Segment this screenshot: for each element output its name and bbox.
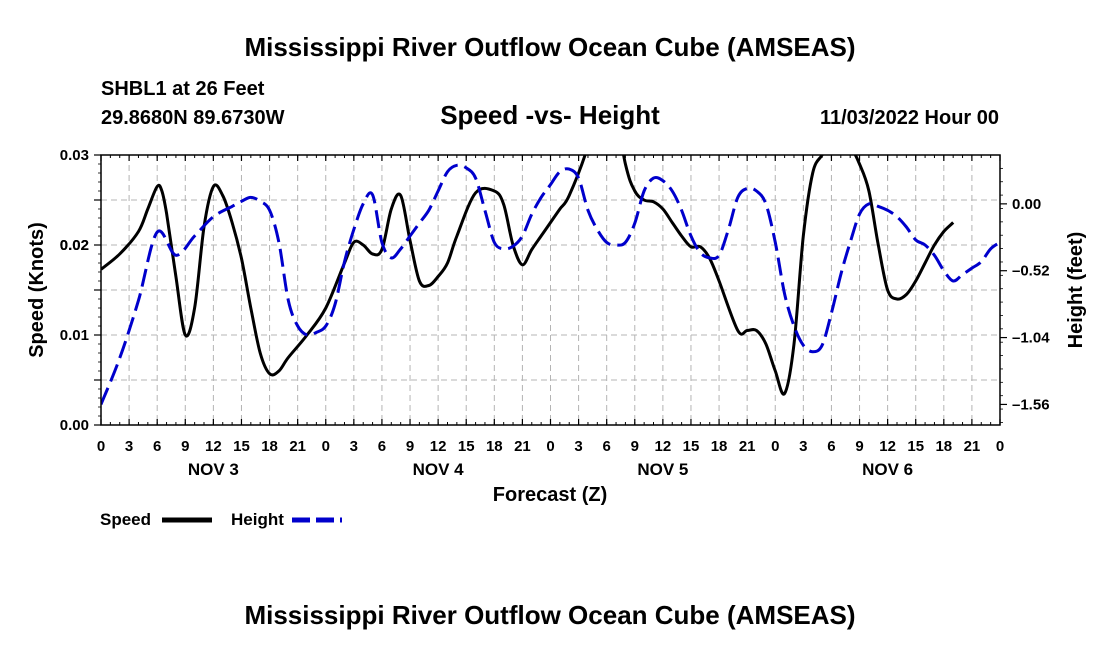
x-tick-label: 12 <box>655 438 672 455</box>
x-tick-label: 21 <box>964 438 981 455</box>
station-label: SHBL1 at 26 Feet <box>101 78 265 100</box>
x-tick-label: 9 <box>406 438 414 455</box>
day-label: NOV 5 <box>637 460 688 479</box>
x-tick-label: 6 <box>378 438 386 455</box>
x-tick-label: 0 <box>97 438 105 455</box>
x-tick-label: 18 <box>261 438 278 455</box>
x-tick-label: 6 <box>153 438 161 455</box>
x-tick-label: 6 <box>827 438 835 455</box>
series-line-speed <box>101 155 955 396</box>
x-tick-label: 0 <box>546 438 554 455</box>
x-tick-label: 21 <box>514 438 531 455</box>
page-title-top: Mississippi River Outflow Ocean Cube (AM… <box>244 32 855 62</box>
legend: Speed Height <box>100 510 342 529</box>
y-right-tick-label: –1.04 <box>1012 330 1050 347</box>
x-tick-label: 12 <box>430 438 447 455</box>
y-right-tick-label: 0.00 <box>1012 196 1041 213</box>
y-left-tick-label: 0.02 <box>60 237 89 254</box>
plot-lines <box>101 155 1000 405</box>
x-tick-label: 0 <box>322 438 330 455</box>
x-tick-label: 0 <box>771 438 779 455</box>
x-tick-label: 18 <box>711 438 728 455</box>
x-tick-label: 9 <box>181 438 189 455</box>
y-left-tick-label: 0.01 <box>60 327 89 344</box>
x-axis-label: Forecast (Z) <box>493 484 607 506</box>
x-tick-label: 3 <box>350 438 358 455</box>
legend-speed-label: Speed <box>100 510 151 529</box>
page-title-bottom: Mississippi River Outflow Ocean Cube (AM… <box>244 600 855 630</box>
y-left-tick-label: 0.02 <box>60 237 89 254</box>
day-label: NOV 6 <box>862 460 913 479</box>
x-tick-label: 0 <box>996 438 1004 455</box>
axes: 0 3 6 9 12 15 18 21 0 3 6 9 12 15 18 21 0 3 6 9 12 15 18 21 0 3 6 9… <box>60 147 1050 479</box>
y-right-tick-label: –0.52 <box>1012 263 1050 280</box>
x-tick-label: 21 <box>739 438 756 455</box>
x-tick-label: 18 <box>935 438 952 455</box>
x-tick-label: 18 <box>486 438 503 455</box>
x-tick-label: 3 <box>574 438 582 455</box>
x-tick-label: 15 <box>683 438 700 455</box>
x-tick-label: 3 <box>799 438 807 455</box>
x-tick-label: 3 <box>125 438 133 455</box>
y-right-tick-label: –1.56 <box>1012 396 1050 413</box>
series-line-height <box>101 163 1000 405</box>
y-left-tick-label: 0.00 <box>60 417 89 434</box>
x-tick-label: 9 <box>631 438 639 455</box>
x-tick-label: 15 <box>458 438 475 455</box>
datetime-label: 11/03/2022 Hour 00 <box>820 107 999 129</box>
x-tick-label: 21 <box>289 438 306 455</box>
location-label: 29.8680N 89.6730W <box>101 107 285 129</box>
x-tick-label: 15 <box>233 438 250 455</box>
y-axis-label-left: Speed (Knots) <box>26 222 48 358</box>
y-axis-label-right: Height (feet) <box>1065 232 1087 349</box>
x-tick-label: 12 <box>205 438 222 455</box>
legend-height-label: Height <box>231 510 284 529</box>
chart-subtitle: Speed -vs- Height <box>440 100 660 130</box>
x-tick-label: 6 <box>603 438 611 455</box>
x-tick-label: 9 <box>855 438 863 455</box>
x-tick-label: 12 <box>879 438 896 455</box>
day-label: NOV 4 <box>413 460 465 479</box>
y-left-tick-label: 0.03 <box>60 147 89 164</box>
day-label: NOV 3 <box>188 460 239 479</box>
x-tick-label: 15 <box>907 438 924 455</box>
grid <box>101 155 1000 425</box>
